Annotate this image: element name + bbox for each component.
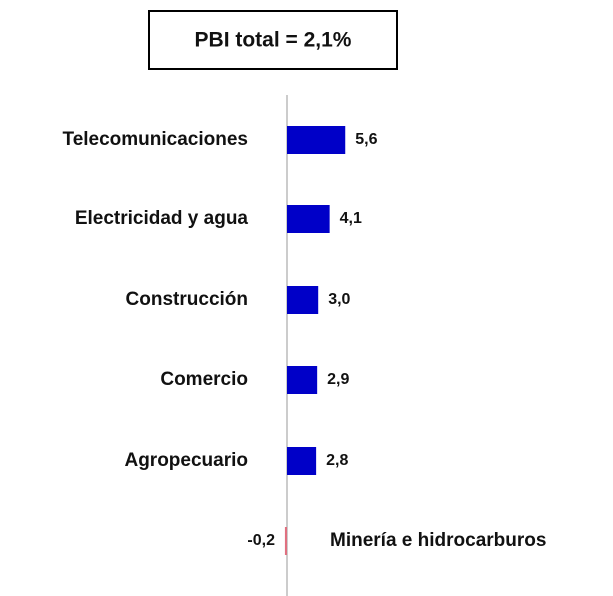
value-label: 2,9 xyxy=(327,371,349,388)
bar xyxy=(287,286,319,314)
value-label: 2,8 xyxy=(326,452,348,469)
value-label: 4,1 xyxy=(340,210,362,227)
category-label: Electricidad y agua xyxy=(75,208,249,229)
bar xyxy=(284,527,287,555)
bar xyxy=(287,447,317,475)
value-label: -0,2 xyxy=(247,532,275,549)
category-label: Minería e hidrocarburos xyxy=(330,530,546,551)
value-label: 3,0 xyxy=(328,291,350,308)
bar xyxy=(287,366,318,394)
category-label: Comercio xyxy=(160,369,248,390)
chart-title: PBI total = 2,1% xyxy=(195,29,352,52)
category-label: Agropecuario xyxy=(124,450,248,471)
value-label: 5,6 xyxy=(355,131,377,148)
title-box xyxy=(148,10,398,70)
category-label: Telecomunicaciones xyxy=(63,129,249,150)
category-label: Construcción xyxy=(126,289,248,310)
bar xyxy=(287,126,346,154)
bar xyxy=(287,205,330,233)
